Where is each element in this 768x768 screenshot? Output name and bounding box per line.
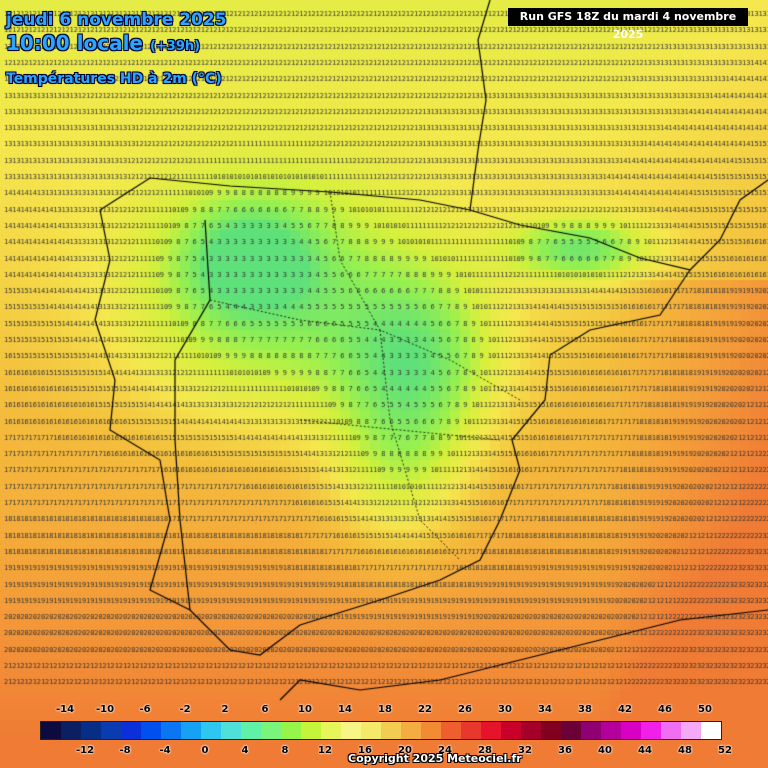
legend-swatch — [181, 722, 201, 739]
legend-swatch — [261, 722, 281, 739]
legend-label-bottom: -4 — [159, 745, 171, 756]
legend-swatch — [221, 722, 241, 739]
legend-swatch — [121, 722, 141, 739]
legend-swatch — [281, 722, 301, 739]
legend-label-bottom: 12 — [318, 745, 332, 756]
legend-swatches — [40, 721, 722, 740]
legend-label-top: 34 — [538, 704, 552, 715]
legend-label-top: 6 — [261, 704, 269, 715]
legend-swatch — [301, 722, 321, 739]
legend-label-top: 22 — [418, 704, 432, 715]
forecast-date: jeudi 6 novembre 2025 — [6, 10, 227, 30]
legend-swatch — [701, 722, 721, 739]
legend-swatch — [201, 722, 221, 739]
legend-label-top: -6 — [139, 704, 151, 715]
legend-label-bottom: 20 — [398, 745, 412, 756]
legend-swatch — [481, 722, 501, 739]
legend-label-bottom: 52 — [718, 745, 732, 756]
legend-label-bottom: 4 — [241, 745, 249, 756]
forecast-time-value: 10:00 locale — [6, 31, 143, 55]
legend-label-top: 14 — [338, 704, 352, 715]
legend-swatch — [461, 722, 481, 739]
legend-swatch — [661, 722, 681, 739]
legend-label-bottom: -8 — [119, 745, 131, 756]
legend-label-top: 2 — [221, 704, 229, 715]
legend-swatch — [521, 722, 541, 739]
legend-swatch — [101, 722, 121, 739]
legend-swatch — [241, 722, 261, 739]
legend-swatch — [81, 722, 101, 739]
legend-swatch — [401, 722, 421, 739]
legend-label-bottom: 0 — [201, 745, 209, 756]
legend-label-top: 18 — [378, 704, 392, 715]
legend-swatch — [541, 722, 561, 739]
model-run-label: Run GFS 18Z du mardi 4 novembre 2025 — [508, 8, 748, 41]
legend-label-top: -2 — [179, 704, 191, 715]
legend-label-top: 38 — [578, 704, 592, 715]
legend-label-bottom: 36 — [558, 745, 572, 756]
legend-label-bottom: -12 — [75, 745, 95, 756]
forecast-time: 10:00 locale (+39h) — [6, 31, 200, 55]
legend-swatch — [621, 722, 641, 739]
legend-swatch — [601, 722, 621, 739]
legend-swatch — [341, 722, 361, 739]
field-name: Températures HD à 2m (°C) — [6, 71, 222, 87]
legend-label-bottom: 8 — [281, 745, 289, 756]
copyright: Copyright 2025 Meteociel.fr — [348, 752, 522, 765]
legend-swatch — [161, 722, 181, 739]
legend-swatch — [641, 722, 661, 739]
legend-swatch — [581, 722, 601, 739]
legend-swatch — [61, 722, 81, 739]
legend-label-top: 30 — [498, 704, 512, 715]
legend-swatch — [381, 722, 401, 739]
legend-label-bottom: 44 — [638, 745, 652, 756]
forecast-offset: (+39h) — [149, 39, 201, 54]
legend-label-bottom: 40 — [598, 745, 612, 756]
legend-label-bottom: 24 — [438, 745, 452, 756]
legend-swatch — [561, 722, 581, 739]
legend-label-top: 10 — [298, 704, 312, 715]
legend-label-top: 26 — [458, 704, 472, 715]
legend-label-top: 50 — [698, 704, 712, 715]
legend-swatch — [501, 722, 521, 739]
legend-label-top: -14 — [55, 704, 75, 715]
legend-swatch — [441, 722, 461, 739]
legend-label-bottom: 48 — [678, 745, 692, 756]
legend-swatch — [681, 722, 701, 739]
legend-swatch — [321, 722, 341, 739]
legend-label-bottom: 32 — [518, 745, 532, 756]
legend-label-top: -10 — [95, 704, 115, 715]
legend-label-bottom: 16 — [358, 745, 372, 756]
legend-swatch — [361, 722, 381, 739]
legend-label-top: 46 — [658, 704, 672, 715]
legend-swatch — [41, 722, 61, 739]
legend-label-bottom: 28 — [478, 745, 492, 756]
legend-swatch — [421, 722, 441, 739]
legend-swatch — [141, 722, 161, 739]
color-legend: -14 -10 -6 -2 2 6 10 14 18 22 26 30 34 38 42 46 50 -12 -8-… — [0, 700, 768, 768]
legend-label-top: 42 — [618, 704, 632, 715]
